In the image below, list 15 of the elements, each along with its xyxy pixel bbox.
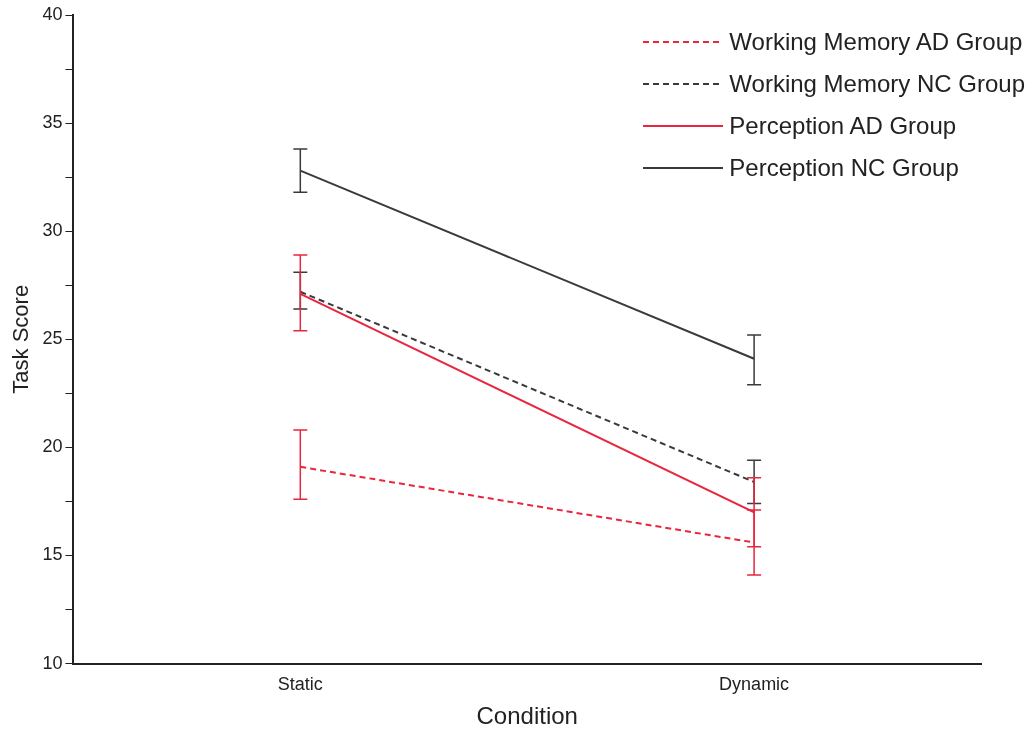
x-tick-label: Static — [277, 674, 323, 695]
x-tick-label: Dynamic — [719, 674, 790, 695]
x-axis-title: Condition — [476, 702, 578, 730]
y-tick-label: 40 — [42, 3, 63, 24]
y-tick-label: 25 — [42, 328, 63, 349]
y-tick-label: 10 — [42, 652, 63, 673]
legend-label: Working Memory AD Group — [729, 28, 1023, 56]
y-tick-label: 35 — [42, 112, 63, 133]
y-tick-label: 20 — [42, 436, 63, 457]
legend-label: Perception NC Group — [729, 154, 959, 182]
legend-label: Perception AD Group — [729, 112, 957, 140]
legend-label: Working Memory NC Group — [729, 70, 1025, 98]
y-axis-title: Task Score — [8, 284, 34, 394]
y-tick-label: 15 — [42, 544, 63, 565]
y-tick-label: 30 — [42, 220, 63, 241]
